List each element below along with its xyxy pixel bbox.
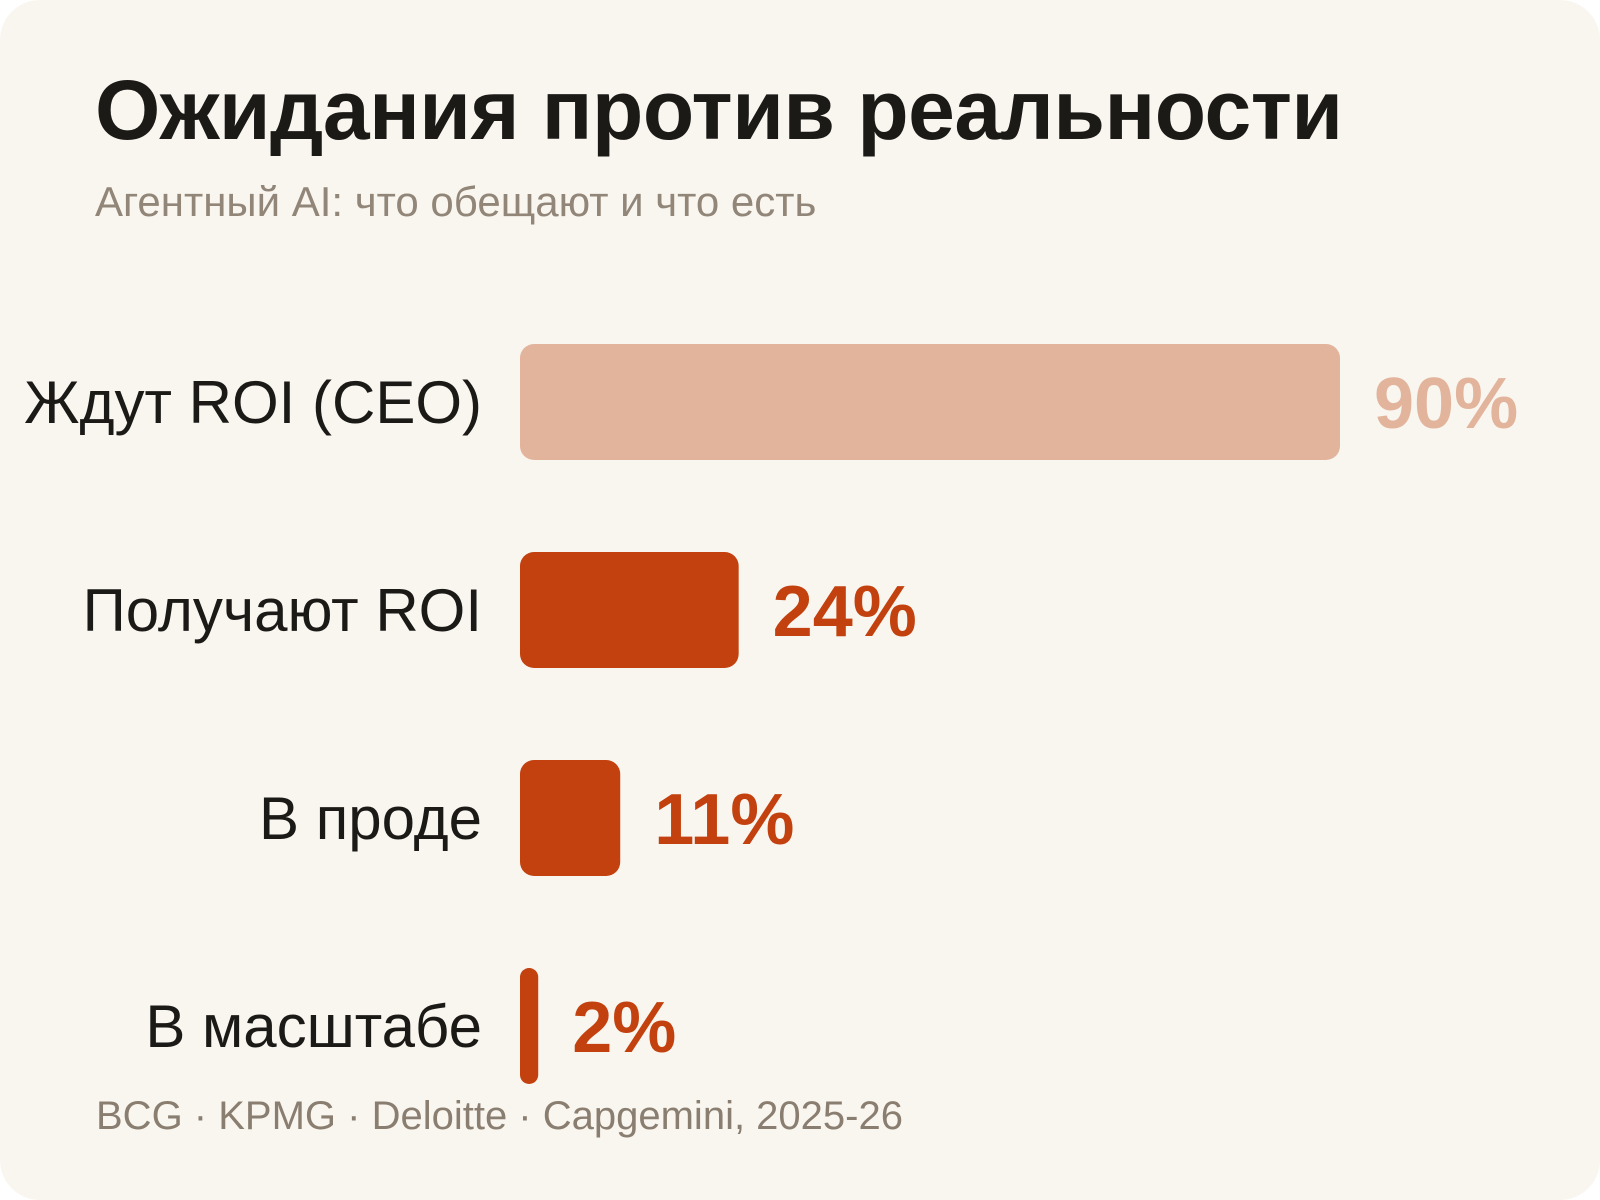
chart-title: Ожидания против реальности xyxy=(95,63,1343,157)
bar xyxy=(520,552,739,668)
value-label: 90% xyxy=(1374,364,1518,444)
value-label: 2% xyxy=(572,988,676,1068)
bar xyxy=(520,760,621,876)
bar-row: В проде 11% xyxy=(259,760,794,876)
bars-layer: Ждут ROI (CEO) 90% Получают ROI 24% В проде 1… xyxy=(24,344,1518,1084)
category-label: В проде xyxy=(259,785,482,852)
bar-row: Ждут ROI (CEO) 90% xyxy=(24,344,1518,460)
category-label: Ждут ROI (CEO) xyxy=(24,369,482,436)
bar xyxy=(520,968,539,1084)
chart-subtitle: Агентный AI: что обещают и что есть xyxy=(95,178,817,225)
category-label: Получают ROI xyxy=(83,577,482,644)
value-label: 11% xyxy=(654,780,794,860)
category-label: В масштабе xyxy=(145,993,482,1060)
bar-row: Получают ROI 24% xyxy=(83,552,917,668)
bar xyxy=(520,344,1340,460)
bar-row: В масштабе 2% xyxy=(145,968,676,1084)
value-label: 24% xyxy=(773,572,917,652)
source-note: BCG · KPMG · Deloitte · Capgemini, 2025-… xyxy=(96,1094,903,1138)
